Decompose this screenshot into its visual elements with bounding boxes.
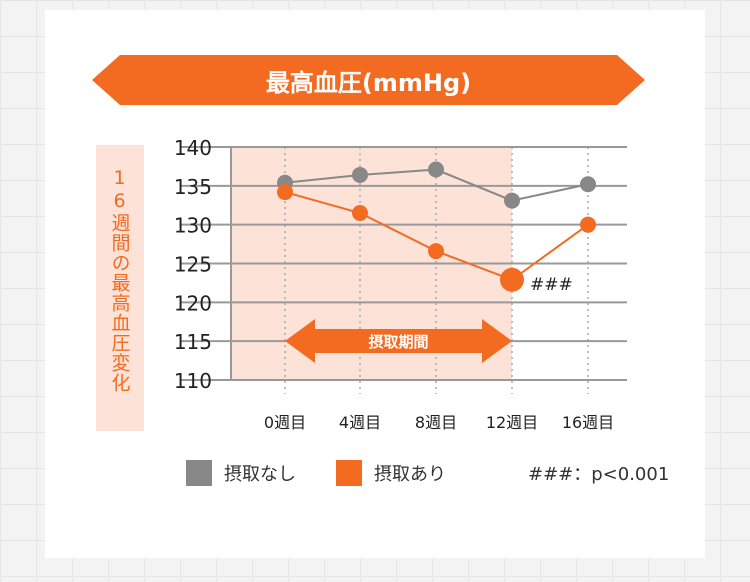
y-tick-label: 125 [174,253,212,277]
y-tick-label: 115 [174,330,212,354]
legend-swatch-orange [336,460,362,486]
significance-annotation: ### [530,275,573,295]
data-point [428,243,444,260]
x-tick-label: 4週目 [339,413,381,432]
data-point [352,166,368,183]
chart-title-banner: 最高血圧(mmHg) [92,55,645,105]
x-tick-label: 16週目 [562,413,614,432]
y-tick-label: 135 [174,175,212,199]
y-tick-label: 140 [174,136,212,160]
legend-label: 摂取あり [374,464,446,485]
data-point [277,184,293,201]
data-point [500,267,524,292]
x-tick-label: 0週目 [264,413,306,432]
intake-period-arrow [285,319,512,363]
y-tick-label: 130 [174,214,212,238]
y-tick-label: 110 [174,369,212,393]
y-axis-label: 16週間の最高血圧変化 [96,145,144,431]
legend-item-no-intake: 摂取なし [186,460,296,486]
legend-swatch-gray [186,460,212,486]
data-point [580,176,596,193]
legend-label: 摂取なし [224,464,296,485]
y-tick-label: 120 [174,291,212,315]
intake-period-label: 摂取期間 [368,333,428,351]
data-point [580,216,596,233]
data-point [428,161,444,178]
data-point [352,205,368,222]
data-point [504,192,520,209]
legend-item-intake: 摂取あり [336,460,446,486]
x-tick-label: 8週目 [415,413,457,432]
x-tick-label: 12週目 [486,413,538,432]
significance-footnote: ###：p<0.001 [528,464,670,485]
